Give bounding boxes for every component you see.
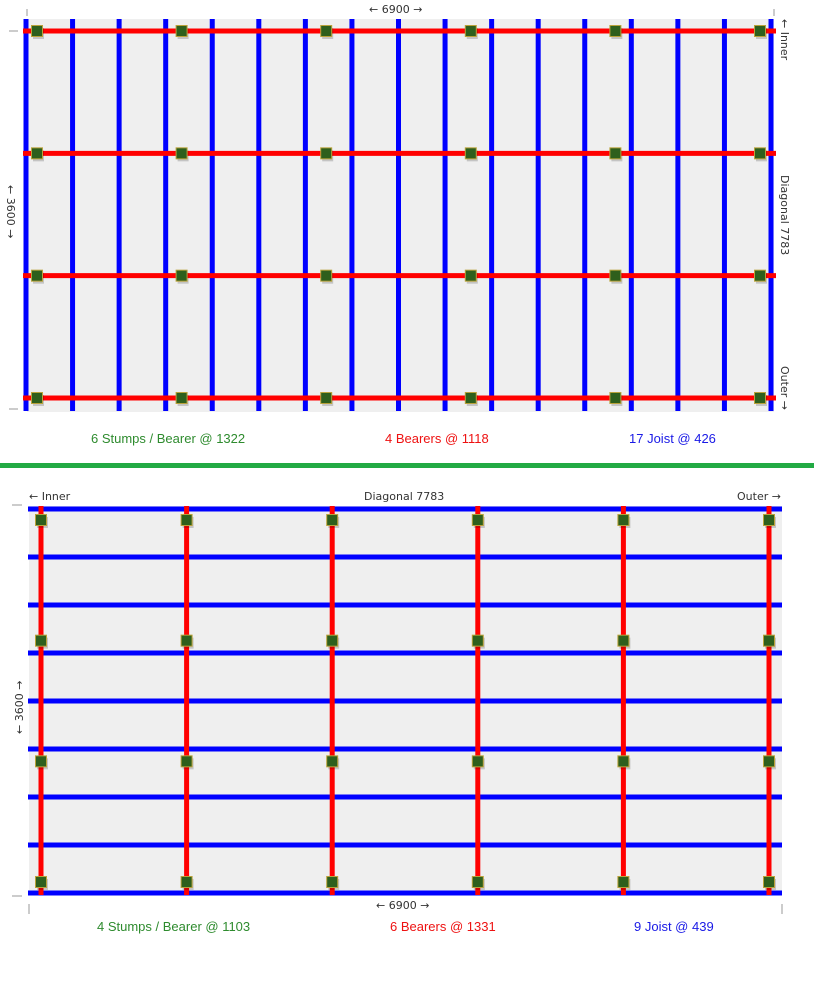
stump-a-2-2 bbox=[175, 147, 188, 160]
layout-b-joists-caption: 9 Joist @ 439 bbox=[634, 919, 714, 934]
stump-b-1-1 bbox=[35, 514, 47, 526]
stump-b-2-1 bbox=[180, 514, 193, 526]
layout-a-joists-caption: 17 Joist @ 426 bbox=[629, 431, 716, 446]
stump-b-3-4 bbox=[326, 876, 339, 888]
stump-b-4-1 bbox=[471, 514, 484, 526]
stump-a-1-2 bbox=[175, 25, 188, 37]
stump-a-3-4 bbox=[464, 269, 477, 282]
stump-a-2-3 bbox=[320, 147, 333, 160]
stump-b-4-4 bbox=[471, 876, 484, 888]
layout-b-length-label: ← 6900 → bbox=[376, 899, 430, 912]
stump-b-3-3 bbox=[326, 755, 339, 768]
stump-a-1-6 bbox=[754, 25, 766, 37]
stump-b-1-4 bbox=[35, 876, 47, 888]
layout-a-bearers-caption: 4 Bearers @ 1118 bbox=[385, 431, 489, 446]
layout-a-stumps-caption: 6 Stumps / Bearer @ 1322 bbox=[91, 431, 246, 446]
layout-a-width-label: ← 3600 → bbox=[4, 185, 17, 239]
stump-b-2-2 bbox=[180, 634, 193, 647]
stump-a-3-2 bbox=[175, 269, 188, 282]
section-divider bbox=[0, 463, 814, 468]
layout-a-diagonal-label: Diagonal 7783 bbox=[778, 175, 791, 256]
stump-b-6-2 bbox=[763, 634, 775, 647]
stump-a-4-2 bbox=[175, 392, 188, 404]
layout-a-bearers bbox=[23, 28, 776, 401]
stump-b-1-2 bbox=[35, 634, 47, 647]
layout-a-dimension-ticks bbox=[9, 9, 775, 410]
stump-a-2-5 bbox=[609, 147, 622, 160]
stump-b-5-4 bbox=[617, 876, 630, 888]
stump-a-4-4 bbox=[464, 392, 477, 404]
stump-a-3-6 bbox=[754, 269, 766, 282]
stump-a-3-5 bbox=[609, 269, 622, 282]
stump-b-3-2 bbox=[326, 634, 339, 647]
stump-b-4-2 bbox=[471, 634, 484, 647]
layout-b-joists bbox=[28, 506, 782, 896]
stump-b-1-3 bbox=[35, 755, 47, 768]
stump-b-4-3 bbox=[471, 755, 484, 768]
layout-a-stumps bbox=[31, 25, 767, 406]
layout-b-diagonal-label: Diagonal 7783 bbox=[364, 490, 445, 503]
layout-b-bearers bbox=[38, 506, 772, 895]
stump-a-4-6 bbox=[754, 392, 766, 404]
stump-a-4-1 bbox=[31, 392, 43, 404]
stump-b-5-3 bbox=[617, 755, 630, 768]
stump-a-4-5 bbox=[609, 392, 622, 404]
stump-a-1-4 bbox=[464, 25, 477, 37]
stump-a-2-1 bbox=[31, 147, 43, 160]
stump-b-5-2 bbox=[617, 634, 630, 647]
layout-b-stumps-caption: 4 Stumps / Bearer @ 1103 bbox=[97, 919, 251, 934]
layout-a-joists bbox=[23, 19, 774, 411]
stump-a-1-5 bbox=[609, 25, 622, 37]
stump-b-2-4 bbox=[180, 876, 193, 888]
stump-a-4-3 bbox=[320, 392, 333, 404]
layout-b-bearers-caption: 6 Bearers @ 1331 bbox=[390, 919, 496, 934]
layout-b-outer-label: Outer → bbox=[737, 490, 781, 503]
stump-b-6-4 bbox=[763, 876, 775, 888]
stump-b-3-1 bbox=[326, 514, 339, 526]
layout-a-outer-label: Outer → bbox=[778, 366, 791, 410]
layout-b-stumps bbox=[35, 514, 776, 890]
stump-b-2-3 bbox=[180, 755, 193, 768]
stump-a-2-4 bbox=[464, 147, 477, 160]
stump-b-5-1 bbox=[617, 514, 630, 526]
layout-a-length-label: ← 6900 → bbox=[369, 3, 423, 16]
layout-a-plan bbox=[9, 9, 776, 412]
layout-b-width-label: ← 3600 → bbox=[13, 680, 26, 734]
stump-a-3-1 bbox=[31, 269, 43, 282]
layout-b-inner-label: ← Inner bbox=[29, 490, 71, 503]
stump-a-3-3 bbox=[320, 269, 333, 282]
stump-b-6-3 bbox=[763, 755, 775, 768]
layout-b-dimension-ticks bbox=[12, 504, 783, 914]
stump-a-1-3 bbox=[320, 25, 333, 37]
stump-a-2-6 bbox=[754, 147, 766, 160]
stump-b-6-1 bbox=[763, 514, 775, 526]
stump-a-1-1 bbox=[31, 25, 43, 37]
layout-a-inner-label: ← Inner bbox=[778, 19, 791, 61]
